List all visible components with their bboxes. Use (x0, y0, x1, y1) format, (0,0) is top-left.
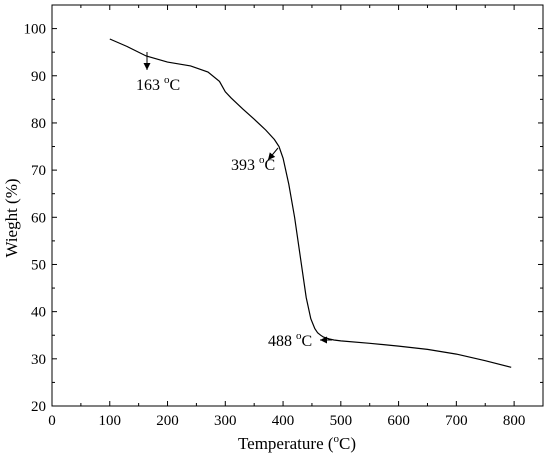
annotation-arrowhead (143, 63, 151, 70)
annotation-arrowhead (320, 336, 327, 344)
annotation-label: 393 oC (231, 154, 275, 174)
temperature-annotations: 163 oC 393 oC 488 oC (136, 52, 332, 350)
x-tick-label: 300 (214, 413, 237, 429)
x-tick-label: 600 (387, 413, 410, 429)
x-tick-label: 0 (48, 413, 56, 429)
x-tick-label: 400 (272, 413, 295, 429)
y-tick-label: 90 (31, 69, 46, 85)
y-tick-label: 70 (31, 163, 46, 179)
y-axis-title: Wieght (%) (2, 178, 21, 257)
annotation-arrowhead (268, 152, 276, 160)
y-tick-label: 20 (31, 399, 46, 415)
y-tick-label: 40 (31, 305, 46, 321)
plot-frame (51, 4, 544, 407)
y-tick-label: 60 (31, 210, 46, 226)
tick-labels: 0 100 200 300 400 500 600 700 800 20 30 40 50 60 70 80 9… (24, 22, 526, 429)
x-tick-label: 200 (156, 413, 179, 429)
x-tick-label: 800 (503, 413, 526, 429)
x-tick-label: 100 (99, 413, 122, 429)
annotation-label: 488 oC (268, 330, 312, 350)
annotation-label: 163 oC (136, 74, 180, 94)
x-tick-label: 500 (330, 413, 353, 429)
weight-curve (109, 38, 512, 368)
y-tick-label: 100 (24, 22, 47, 38)
y-tick-label: 50 (31, 257, 46, 273)
x-axis-title: Temperature (oC) (238, 433, 356, 453)
y-tick-label: 30 (31, 352, 46, 368)
axis-ticks (51, 4, 544, 407)
x-tick-label: 700 (445, 413, 468, 429)
y-tick-label: 80 (31, 116, 46, 132)
